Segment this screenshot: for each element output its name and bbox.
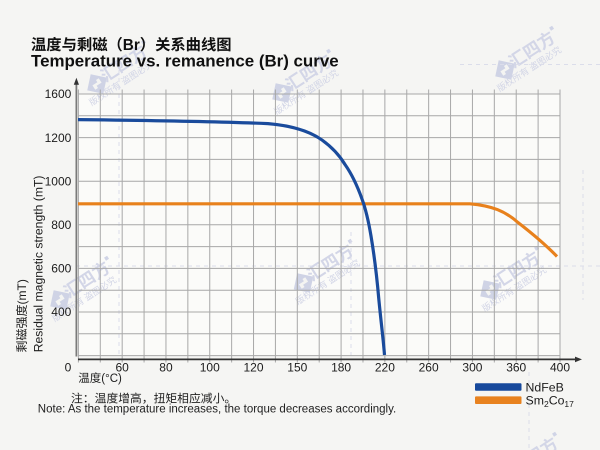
svg-text:1200: 1200	[45, 131, 72, 145]
svg-text:220: 220	[375, 361, 395, 375]
svg-text:300: 300	[462, 361, 482, 375]
svg-text:1600: 1600	[45, 87, 72, 101]
svg-text:Sm2Co17: Sm2Co17	[526, 394, 575, 410]
svg-text:温度与剩磁（Br）关系曲线图: 温度与剩磁（Br）关系曲线图	[31, 36, 232, 54]
svg-text:Note: As the temperature incre: Note: As the temperature increases, the …	[38, 404, 396, 416]
svg-text:360: 360	[506, 361, 526, 375]
svg-text:60: 60	[116, 361, 130, 375]
svg-text:Temperature vs. remanence (Br): Temperature vs. remanence (Br) curve	[31, 51, 339, 70]
svg-text:400: 400	[51, 305, 71, 319]
svg-text:150: 150	[287, 361, 307, 375]
svg-text:120: 120	[244, 361, 264, 375]
svg-text:180: 180	[331, 361, 351, 375]
svg-text:Residual magnetic strength (mT: Residual magnetic strength (mT)	[32, 176, 46, 353]
svg-text:剩磁强度(mT): 剩磁强度(mT)	[15, 279, 29, 352]
svg-text:0: 0	[65, 361, 72, 375]
svg-text:800: 800	[51, 218, 71, 232]
svg-text:400: 400	[550, 361, 570, 375]
svg-text:温度(°C): 温度(°C)	[78, 372, 122, 385]
svg-text:NdFeB: NdFeB	[526, 381, 564, 395]
svg-text:260: 260	[419, 361, 439, 375]
svg-text:100: 100	[200, 361, 220, 375]
svg-text:注：温度增高，扭矩相应减小。: 注：温度增高，扭矩相应减小。	[71, 392, 236, 406]
svg-text:1000: 1000	[45, 174, 72, 188]
svg-text:600: 600	[51, 262, 71, 276]
svg-text:80: 80	[159, 361, 173, 375]
